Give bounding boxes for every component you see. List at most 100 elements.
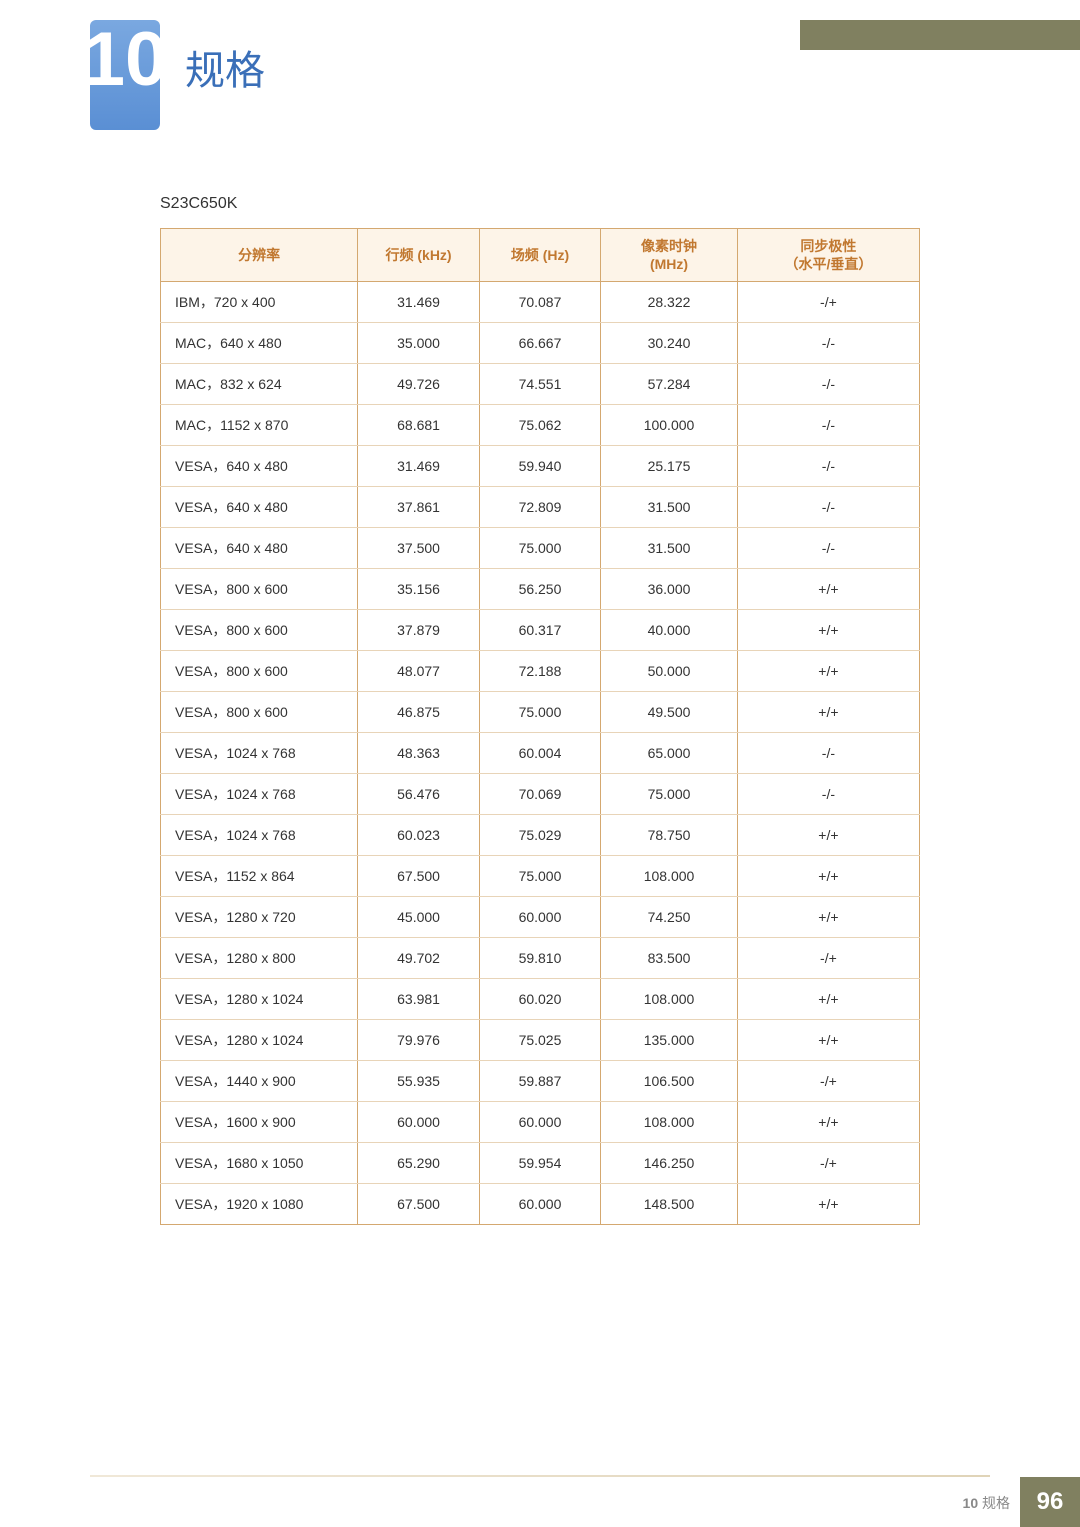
spec-table: 分辨率行频 (kHz)场频 (Hz)像素时钟(MHz)同步极性（水平/垂直） I… bbox=[160, 228, 920, 1225]
table-cell: -/+ bbox=[737, 938, 919, 979]
table-cell: 59.887 bbox=[479, 1061, 600, 1102]
table-cell: 78.750 bbox=[601, 815, 738, 856]
table-cell: 37.879 bbox=[358, 610, 479, 651]
table-cell: +/+ bbox=[737, 1020, 919, 1061]
column-header: 场频 (Hz) bbox=[479, 229, 600, 282]
table-cell: 60.023 bbox=[358, 815, 479, 856]
table-row: VESA，1280 x 72045.00060.00074.250+/+ bbox=[161, 897, 920, 938]
table-row: VESA，1024 x 76856.47670.06975.000-/- bbox=[161, 774, 920, 815]
table-cell: 74.551 bbox=[479, 364, 600, 405]
table-cell: 60.000 bbox=[479, 897, 600, 938]
column-header: 像素时钟(MHz) bbox=[601, 229, 738, 282]
table-cell: 31.500 bbox=[601, 528, 738, 569]
table-cell: 67.500 bbox=[358, 1184, 479, 1225]
table-row: VESA，640 x 48031.46959.94025.175-/- bbox=[161, 446, 920, 487]
table-row: VESA，640 x 48037.50075.00031.500-/- bbox=[161, 528, 920, 569]
table-cell: 106.500 bbox=[601, 1061, 738, 1102]
table-cell: 31.469 bbox=[358, 446, 479, 487]
table-row: VESA，1024 x 76848.36360.00465.000-/- bbox=[161, 733, 920, 774]
footer-text: 10 规格 bbox=[963, 1493, 1010, 1513]
table-row: VESA，800 x 60046.87575.00049.500+/+ bbox=[161, 692, 920, 733]
table-cell: 30.240 bbox=[601, 323, 738, 364]
table-row: MAC，1152 x 87068.68175.062100.000-/- bbox=[161, 405, 920, 446]
table-cell: 35.156 bbox=[358, 569, 479, 610]
table-cell: +/+ bbox=[737, 856, 919, 897]
table-cell: MAC，1152 x 870 bbox=[161, 405, 358, 446]
table-cell: 74.250 bbox=[601, 897, 738, 938]
table-cell: 60.000 bbox=[479, 1184, 600, 1225]
table-cell: 66.667 bbox=[479, 323, 600, 364]
table-cell: 49.500 bbox=[601, 692, 738, 733]
table-cell: VESA，1280 x 1024 bbox=[161, 979, 358, 1020]
table-cell: +/+ bbox=[737, 610, 919, 651]
table-row: VESA，1152 x 86467.50075.000108.000+/+ bbox=[161, 856, 920, 897]
table-cell: 108.000 bbox=[601, 1102, 738, 1143]
table-cell: 79.976 bbox=[358, 1020, 479, 1061]
footer-divider bbox=[90, 1475, 990, 1477]
table-cell: 100.000 bbox=[601, 405, 738, 446]
table-cell: 36.000 bbox=[601, 569, 738, 610]
table-cell: 75.000 bbox=[479, 528, 600, 569]
table-row: VESA，1280 x 102463.98160.020108.000+/+ bbox=[161, 979, 920, 1020]
table-cell: 56.250 bbox=[479, 569, 600, 610]
table-cell: +/+ bbox=[737, 897, 919, 938]
column-header: 同步极性（水平/垂直） bbox=[737, 229, 919, 282]
table-cell: -/- bbox=[737, 733, 919, 774]
table-cell: -/- bbox=[737, 446, 919, 487]
table-cell: 37.500 bbox=[358, 528, 479, 569]
table-cell: 63.981 bbox=[358, 979, 479, 1020]
table-row: VESA，1024 x 76860.02375.02978.750+/+ bbox=[161, 815, 920, 856]
table-cell: 60.000 bbox=[479, 1102, 600, 1143]
table-header: 分辨率行频 (kHz)场频 (Hz)像素时钟(MHz)同步极性（水平/垂直） bbox=[161, 229, 920, 282]
table-cell: MAC，832 x 624 bbox=[161, 364, 358, 405]
table-cell: 148.500 bbox=[601, 1184, 738, 1225]
table-cell: 72.188 bbox=[479, 651, 600, 692]
table-cell: VESA，640 x 480 bbox=[161, 487, 358, 528]
column-header: 分辨率 bbox=[161, 229, 358, 282]
table-cell: +/+ bbox=[737, 1184, 919, 1225]
table-cell: VESA，1152 x 864 bbox=[161, 856, 358, 897]
table-cell: VESA，1024 x 768 bbox=[161, 815, 358, 856]
table-row: MAC，832 x 62449.72674.55157.284-/- bbox=[161, 364, 920, 405]
table-row: MAC，640 x 48035.00066.66730.240-/- bbox=[161, 323, 920, 364]
table-cell: -/- bbox=[737, 487, 919, 528]
table-cell: 49.702 bbox=[358, 938, 479, 979]
table-cell: MAC，640 x 480 bbox=[161, 323, 358, 364]
table-cell: -/+ bbox=[737, 1143, 919, 1184]
table-cell: 70.069 bbox=[479, 774, 600, 815]
table-cell: VESA，800 x 600 bbox=[161, 569, 358, 610]
table-cell: 135.000 bbox=[601, 1020, 738, 1061]
table-cell: 59.810 bbox=[479, 938, 600, 979]
table-cell: +/+ bbox=[737, 569, 919, 610]
table-cell: 56.476 bbox=[358, 774, 479, 815]
table-cell: -/- bbox=[737, 323, 919, 364]
table-cell: 50.000 bbox=[601, 651, 738, 692]
table-row: VESA，1600 x 90060.00060.000108.000+/+ bbox=[161, 1102, 920, 1143]
table-cell: +/+ bbox=[737, 651, 919, 692]
table-cell: 65.000 bbox=[601, 733, 738, 774]
table-row: VESA，800 x 60037.87960.31740.000+/+ bbox=[161, 610, 920, 651]
table-cell: 75.029 bbox=[479, 815, 600, 856]
table-cell: VESA，800 x 600 bbox=[161, 610, 358, 651]
table-cell: 59.954 bbox=[479, 1143, 600, 1184]
table-cell: 60.317 bbox=[479, 610, 600, 651]
table-cell: VESA，1440 x 900 bbox=[161, 1061, 358, 1102]
table-cell: -/- bbox=[737, 774, 919, 815]
footer-chapter-label: 规格 bbox=[982, 1495, 1010, 1511]
table-cell: 31.500 bbox=[601, 487, 738, 528]
chapter-title: 规格 bbox=[185, 38, 265, 96]
table-cell: -/- bbox=[737, 364, 919, 405]
table-cell: -/- bbox=[737, 405, 919, 446]
chapter-badge: 10 bbox=[90, 20, 160, 130]
table-body: IBM，720 x 40031.46970.08728.322-/+MAC，64… bbox=[161, 282, 920, 1225]
table-cell: VESA，800 x 600 bbox=[161, 651, 358, 692]
table-cell: VESA，640 x 480 bbox=[161, 528, 358, 569]
table-cell: 70.087 bbox=[479, 282, 600, 323]
table-cell: +/+ bbox=[737, 692, 919, 733]
table-cell: 49.726 bbox=[358, 364, 479, 405]
table-cell: 45.000 bbox=[358, 897, 479, 938]
table-cell: 68.681 bbox=[358, 405, 479, 446]
table-cell: VESA，1024 x 768 bbox=[161, 774, 358, 815]
table-cell: IBM，720 x 400 bbox=[161, 282, 358, 323]
table-cell: 75.025 bbox=[479, 1020, 600, 1061]
